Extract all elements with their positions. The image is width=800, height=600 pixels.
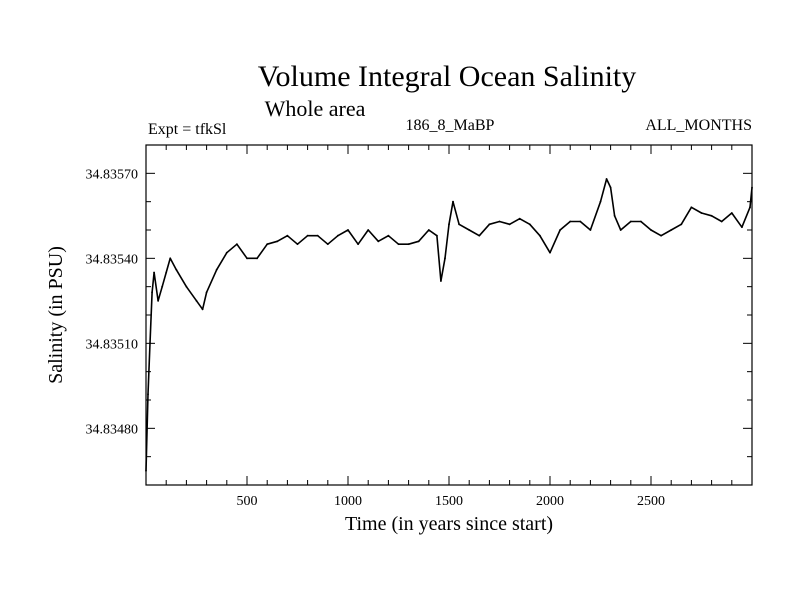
data-point: [720, 220, 723, 223]
data-point: [670, 229, 673, 231]
data-point: [165, 271, 168, 274]
data-point: [751, 186, 753, 189]
data-point: [710, 214, 713, 217]
data-point: [478, 234, 481, 237]
data-point: [609, 186, 612, 189]
data-point: [660, 234, 662, 237]
data-point: [326, 243, 329, 246]
data-point: [215, 268, 218, 271]
data-point: [680, 223, 683, 226]
period-label: 186_8_MaBP: [406, 117, 495, 134]
y-axis-label: Salinity (in PSU): [45, 246, 67, 384]
data-point: [266, 243, 269, 246]
data-point: [427, 229, 430, 231]
y-tick-label: 34.83510: [86, 337, 139, 352]
data-point: [488, 223, 491, 226]
data-point: [236, 243, 238, 246]
data-point: [549, 251, 551, 254]
data-point: [498, 220, 501, 223]
data-point: [151, 291, 153, 294]
data-point: [246, 257, 248, 260]
data-point: [458, 223, 460, 226]
data-point: [539, 234, 541, 237]
data-point: [640, 220, 642, 223]
x-tick-label: 500: [237, 494, 258, 509]
experiment-label: Expt = tfkSl: [148, 121, 227, 138]
data-point: [357, 243, 359, 246]
data-point: [569, 220, 572, 223]
data-point: [195, 299, 198, 302]
series-group: [145, 178, 753, 472]
data-point: [444, 257, 446, 260]
data-point: [337, 234, 339, 237]
data-point: [157, 299, 160, 302]
data-point: [579, 220, 582, 223]
data-point: [153, 271, 155, 274]
data-point: [147, 393, 149, 396]
data-point: [201, 308, 204, 311]
data-point: [690, 206, 693, 209]
data-point: [650, 229, 652, 231]
data-point: [528, 223, 531, 226]
data-point: [387, 234, 390, 237]
data-point: [599, 200, 602, 203]
chart-title: Volume Integral Ocean Salinity: [258, 60, 637, 93]
data-point: [276, 240, 279, 243]
data-point: [468, 229, 471, 231]
data-point: [397, 243, 400, 246]
x-tick-label: 1500: [435, 494, 463, 509]
data-point: [407, 243, 410, 246]
data-point: [286, 234, 289, 237]
data-point: [452, 200, 454, 203]
data-point: [749, 206, 751, 209]
data-point: [347, 229, 349, 231]
data-point: [417, 240, 420, 243]
data-point: [316, 234, 319, 237]
x-axis-label: Time (in years since start): [345, 513, 553, 535]
data-point: [306, 234, 309, 237]
data-point: [175, 268, 178, 271]
x-tick-label: 2500: [637, 494, 665, 509]
data-point: [367, 229, 370, 231]
months-label: ALL_MONTHS: [645, 117, 752, 134]
data-point: [730, 212, 733, 214]
x-axis: 500 1000 1500 2000 2500: [165, 145, 733, 509]
data-point: [377, 240, 380, 243]
data-point: [741, 226, 743, 229]
y-tick-label: 34.83540: [86, 252, 139, 267]
data-point: [161, 285, 164, 288]
y-tick-label: 34.83570: [86, 167, 139, 182]
y-axis: 34.83480 34.83510 34.83540 34.83570: [86, 167, 752, 458]
data-point: [256, 257, 258, 260]
x-tick-label: 1000: [334, 494, 362, 509]
data-point: [589, 229, 592, 231]
chart-subtitle: Whole area: [265, 96, 366, 121]
data-point: [448, 223, 450, 226]
x-tick-label: 2000: [536, 494, 564, 509]
data-point: [185, 285, 188, 288]
data-point: [508, 223, 511, 226]
data-point: [149, 342, 151, 345]
data-point: [605, 178, 608, 180]
data-point: [700, 212, 703, 214]
data-point: [435, 234, 438, 237]
data-point: [629, 220, 632, 223]
data-point: [518, 217, 521, 220]
data-point: [613, 214, 616, 217]
y-tick-label: 34.83480: [86, 422, 139, 437]
data-point: [169, 257, 172, 260]
series-line-salinity: [145, 178, 753, 471]
data-point: [559, 229, 561, 231]
data-point: [296, 243, 299, 246]
data-point: [225, 251, 228, 254]
data-point: [205, 291, 208, 294]
plot-frame: [145, 144, 753, 486]
data-point: [145, 469, 147, 472]
data-point: [440, 280, 442, 282]
data-point: [619, 229, 622, 231]
